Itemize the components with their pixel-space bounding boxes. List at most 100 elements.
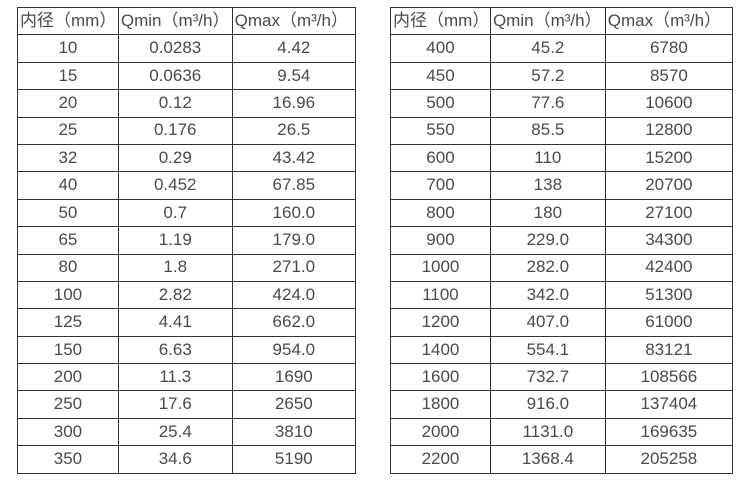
table-row: 150 6.63 954.0 xyxy=(17,335,357,365)
table-cell: 550 xyxy=(390,116,491,145)
header-row: 内径（mm） Qmin（m³/h） Qmax（m³/h） xyxy=(390,6,734,36)
table-cell: 169635 xyxy=(604,417,734,447)
table-row: 600 110 15200 xyxy=(390,143,734,173)
table-cell: 50 xyxy=(17,198,119,228)
table-cell: 1.19 xyxy=(117,226,233,255)
table-row: 700 138 20700 xyxy=(390,171,734,200)
table-row: 200 11.3 1690 xyxy=(17,363,357,392)
table-cell: 3810 xyxy=(231,417,357,447)
table-cell: 2.82 xyxy=(117,280,233,310)
table-cell: 160.0 xyxy=(231,198,357,228)
table-cell: 110 xyxy=(489,143,606,173)
table-cell: 34.6 xyxy=(117,445,233,474)
table-cell: 65 xyxy=(17,226,119,255)
table-row: 80 1.8 271.0 xyxy=(17,253,357,282)
table-cell: 17.6 xyxy=(117,390,233,419)
table-cell: 125 xyxy=(17,308,119,337)
table-cell: 11.3 xyxy=(117,363,233,392)
spec-table-small-diameters: 内径（mm） Qmin（m³/h） Qmax（m³/h） 10 0.0283 4.4… xyxy=(17,6,357,474)
table-cell: 732.7 xyxy=(489,363,606,392)
table-cell: 150 xyxy=(17,335,119,365)
table-cell: 282.0 xyxy=(489,253,606,282)
table-cell: 51300 xyxy=(604,280,734,310)
table-cell: 200 xyxy=(17,363,119,392)
table-cell: 10 xyxy=(17,34,119,63)
table-cell: 137404 xyxy=(604,390,734,419)
table-row: 250 17.6 2650 xyxy=(17,390,357,419)
table-cell: 1100 xyxy=(390,280,491,310)
column-header-inner-diameter: 内径（mm） xyxy=(390,6,491,36)
table-row: 1800 916.0 137404 xyxy=(390,390,734,419)
table-cell: 0.7 xyxy=(117,198,233,228)
table-cell: 1690 xyxy=(231,363,357,392)
table-row: 300 25.4 3810 xyxy=(17,417,357,447)
table-cell: 700 xyxy=(390,171,491,200)
header-row: 内径（mm） Qmin（m³/h） Qmax（m³/h） xyxy=(17,6,357,36)
table-cell: 424.0 xyxy=(231,280,357,310)
table-cell: 916.0 xyxy=(489,390,606,419)
table-cell: 300 xyxy=(17,417,119,447)
table-row: 900 229.0 34300 xyxy=(390,226,734,255)
table-cell: 138 xyxy=(489,171,606,200)
table-cell: 77.6 xyxy=(489,89,606,118)
table-cell: 108566 xyxy=(604,363,734,392)
column-header-qmax: Qmax（m³/h） xyxy=(231,6,357,36)
table-cell: 2000 xyxy=(390,417,491,447)
table-row: 100 2.82 424.0 xyxy=(17,280,357,310)
table-cell: 61000 xyxy=(604,308,734,337)
table-row: 400 45.2 6780 xyxy=(390,34,734,63)
table-cell: 1400 xyxy=(390,335,491,365)
table-cell: 229.0 xyxy=(489,226,606,255)
column-header-qmin: Qmin（m³/h） xyxy=(489,6,606,36)
table-cell: 450 xyxy=(390,61,491,91)
table-cell: 80 xyxy=(17,253,119,282)
table-row: 15 0.0636 9.54 xyxy=(17,61,357,91)
table-cell: 15200 xyxy=(604,143,734,173)
table-cell: 25.4 xyxy=(117,417,233,447)
table-cell: 32 xyxy=(17,143,119,173)
table-row: 25 0.176 26.5 xyxy=(17,116,357,145)
table-row: 125 4.41 662.0 xyxy=(17,308,357,337)
table-row: 500 77.6 10600 xyxy=(390,89,734,118)
table-cell: 0.176 xyxy=(117,116,233,145)
table-row: 65 1.19 179.0 xyxy=(17,226,357,255)
table-cell: 26.5 xyxy=(231,116,357,145)
table-cell: 15 xyxy=(17,61,119,91)
table-cell: 10600 xyxy=(604,89,734,118)
table-cell: 500 xyxy=(390,89,491,118)
spec-table-large-diameters: 内径（mm） Qmin（m³/h） Qmax（m³/h） 400 45.2 6780… xyxy=(390,6,734,474)
table-cell: 0.12 xyxy=(117,89,233,118)
table-cell: 6780 xyxy=(604,34,734,63)
table-cell: 34300 xyxy=(604,226,734,255)
table-cell: 1600 xyxy=(390,363,491,392)
table-cell: 350 xyxy=(17,445,119,474)
table-body: 10 0.0283 4.42 15 0.0636 9.54 20 0.12 16.96 25 0.1… xyxy=(17,34,357,474)
table-row: 20 0.12 16.96 xyxy=(17,89,357,118)
table-cell: 1200 xyxy=(390,308,491,337)
table-cell: 400 xyxy=(390,34,491,63)
table-row: 1400 554.1 83121 xyxy=(390,335,734,365)
table-cell: 27100 xyxy=(604,198,734,228)
table-cell: 250 xyxy=(17,390,119,419)
table-row: 800 180 27100 xyxy=(390,198,734,228)
table-cell: 25 xyxy=(17,116,119,145)
table-cell: 271.0 xyxy=(231,253,357,282)
table-row: 50 0.7 160.0 xyxy=(17,198,357,228)
table-cell: 342.0 xyxy=(489,280,606,310)
table-cell: 83121 xyxy=(604,335,734,365)
table-cell: 1000 xyxy=(390,253,491,282)
table-row: 550 85.5 12800 xyxy=(390,116,734,145)
table-cell: 0.0283 xyxy=(117,34,233,63)
table-cell: 2650 xyxy=(231,390,357,419)
table-cell: 407.0 xyxy=(489,308,606,337)
table-cell: 85.5 xyxy=(489,116,606,145)
table-cell: 5190 xyxy=(231,445,357,474)
table-row: 450 57.2 8570 xyxy=(390,61,734,91)
table-cell: 1.8 xyxy=(117,253,233,282)
table-cell: 0.29 xyxy=(117,143,233,173)
table-cell: 4.42 xyxy=(231,34,357,63)
table-cell: 2200 xyxy=(390,445,491,474)
table-row: 350 34.6 5190 xyxy=(17,445,357,474)
table-row: 40 0.452 67.85 xyxy=(17,171,357,200)
table-cell: 42400 xyxy=(604,253,734,282)
